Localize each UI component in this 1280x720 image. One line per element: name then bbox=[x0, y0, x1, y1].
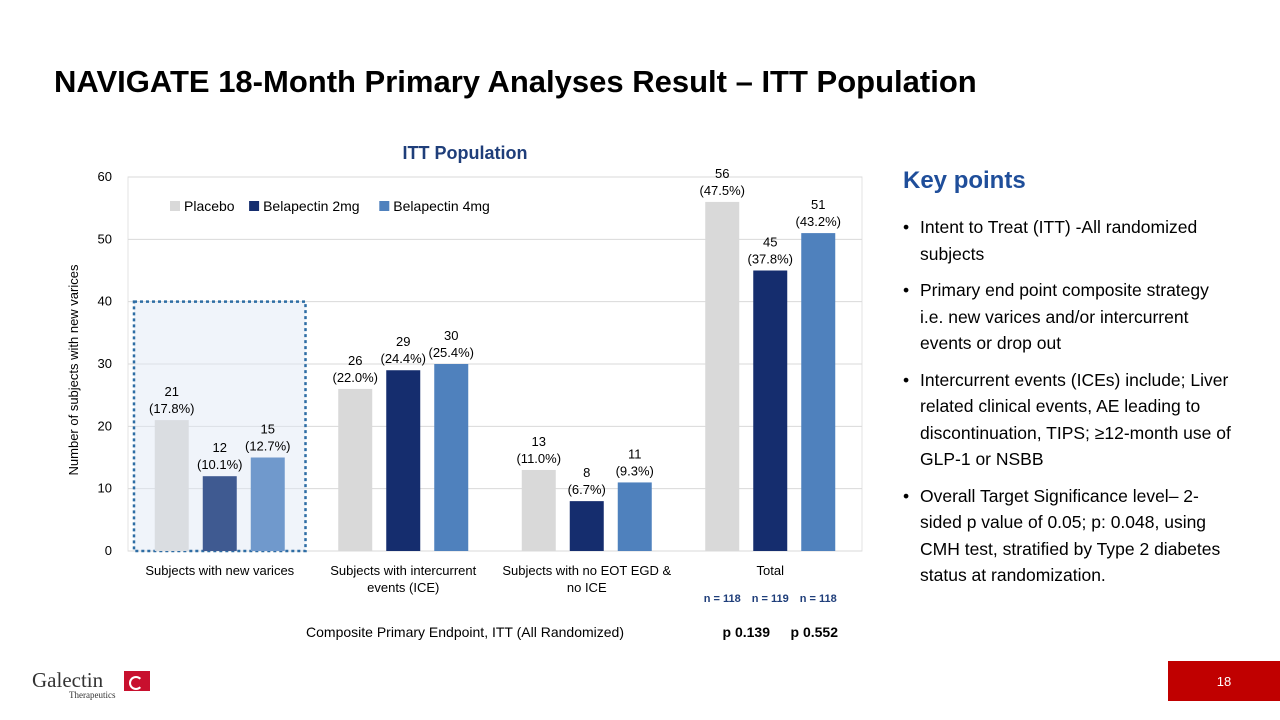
legend-swatch bbox=[379, 201, 390, 211]
x-axis-label: Composite Primary Endpoint, ITT (All Ran… bbox=[306, 624, 624, 640]
bar-belapectin-2mg bbox=[202, 476, 237, 551]
data-label-value: 29 bbox=[396, 334, 410, 349]
x-category-label: Total bbox=[757, 563, 785, 578]
logo-subtitle: Therapeutics bbox=[69, 690, 116, 700]
data-label-value: 11 bbox=[628, 446, 642, 461]
bar-belapectin-2mg bbox=[569, 501, 604, 551]
bar-belapectin-4mg bbox=[250, 457, 285, 551]
data-label-percent: (6.7%) bbox=[568, 482, 606, 497]
x-category-label: no ICE bbox=[567, 580, 607, 595]
legend-swatch bbox=[249, 201, 260, 211]
data-label-percent: (25.4%) bbox=[428, 345, 474, 360]
legend-swatch bbox=[170, 201, 180, 211]
sample-size-label: n = 119 bbox=[752, 593, 789, 605]
bar-belapectin-2mg bbox=[753, 270, 788, 551]
galectin-logo: Galectin Therapeutics bbox=[32, 668, 158, 700]
data-label-value: 8 bbox=[583, 465, 590, 480]
data-label-value: 12 bbox=[213, 440, 227, 455]
key-point-item: Intent to Treat (ITT) -All randomized su… bbox=[903, 214, 1233, 267]
key-points-title: Key points bbox=[903, 167, 1026, 194]
y-tick-label: 10 bbox=[98, 481, 112, 496]
data-label-percent: (17.8%) bbox=[149, 401, 195, 416]
bar-placebo bbox=[338, 388, 373, 551]
page-number: 18 bbox=[1216, 673, 1232, 689]
bar-belapectin-4mg bbox=[617, 482, 652, 551]
data-label-value: 56 bbox=[715, 166, 729, 181]
sample-size-label: n = 118 bbox=[704, 593, 741, 605]
data-label-value: 21 bbox=[165, 384, 179, 399]
data-label-percent: (12.7%) bbox=[245, 439, 291, 454]
key-points-list: Intent to Treat (ITT) -All randomized su… bbox=[903, 214, 1233, 599]
legend-label: Placebo bbox=[184, 198, 235, 214]
data-label-value: 15 bbox=[261, 422, 275, 437]
chart-title: ITT Population bbox=[403, 143, 528, 163]
data-label-percent: (22.0%) bbox=[332, 370, 378, 385]
key-point-item: Overall Target Significance level– 2-sid… bbox=[903, 483, 1233, 589]
y-axis-label: Number of subjects with new varices bbox=[66, 264, 81, 475]
y-tick-label: 50 bbox=[98, 231, 112, 246]
y-tick-label: 40 bbox=[98, 294, 112, 309]
data-label-percent: (11.0%) bbox=[516, 451, 561, 466]
data-label-percent: (43.2%) bbox=[795, 214, 841, 229]
data-label-percent: (24.4%) bbox=[380, 351, 426, 366]
y-tick-label: 60 bbox=[98, 169, 112, 184]
bar-belapectin-2mg bbox=[386, 370, 421, 551]
p-value-label: p 0.552 bbox=[791, 624, 839, 640]
x-category-label: Subjects with no EOT EGD & bbox=[502, 563, 671, 578]
bar-belapectin-4mg bbox=[801, 233, 836, 551]
logo-wordmark: Galectin bbox=[32, 668, 104, 692]
y-tick-label: 0 bbox=[105, 543, 112, 558]
slide-title: NAVIGATE 18-Month Primary Analyses Resul… bbox=[54, 64, 977, 99]
data-label-value: 45 bbox=[763, 235, 777, 250]
gt-logo-icon bbox=[124, 671, 150, 691]
sample-size-label: n = 118 bbox=[800, 593, 837, 605]
data-label-percent: (47.5%) bbox=[699, 183, 745, 198]
x-category-label: Subjects with intercurrent bbox=[330, 563, 476, 578]
legend-label: Belapectin 4mg bbox=[393, 198, 490, 214]
key-point-item: Intercurrent events (ICEs) include; Live… bbox=[903, 367, 1233, 473]
x-category-label: events (ICE) bbox=[367, 580, 439, 595]
y-tick-label: 20 bbox=[98, 418, 112, 433]
data-label-percent: (9.3%) bbox=[616, 463, 654, 478]
bar-placebo bbox=[154, 420, 189, 551]
data-label-value: 30 bbox=[444, 328, 458, 343]
data-label-value: 26 bbox=[348, 353, 362, 368]
data-label-value: 13 bbox=[532, 434, 546, 449]
data-label-percent: (10.1%) bbox=[197, 457, 243, 472]
data-label-value: 51 bbox=[811, 197, 825, 212]
bar-belapectin-4mg bbox=[434, 364, 469, 551]
data-label-percent: (37.8%) bbox=[747, 252, 793, 267]
p-value-label: p 0.139 bbox=[723, 624, 771, 640]
page-number-badge: 18 bbox=[1168, 661, 1280, 701]
key-point-item: Primary end point composite strategy i.e… bbox=[903, 277, 1233, 357]
bar-placebo bbox=[521, 469, 556, 551]
x-category-label: Subjects with new varices bbox=[145, 563, 294, 578]
bar-placebo bbox=[705, 201, 740, 551]
legend-label: Belapectin 2mg bbox=[263, 198, 360, 214]
y-tick-label: 30 bbox=[98, 356, 112, 371]
itt-bar-chart: 0 10 20 30 40 50 60 ITT Population Number of sub… bbox=[66, 143, 863, 640]
